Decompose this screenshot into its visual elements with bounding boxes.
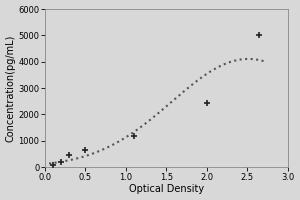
Y-axis label: Concentration(pg/mL): Concentration(pg/mL) <box>6 34 16 142</box>
X-axis label: Optical Density: Optical Density <box>129 184 204 194</box>
